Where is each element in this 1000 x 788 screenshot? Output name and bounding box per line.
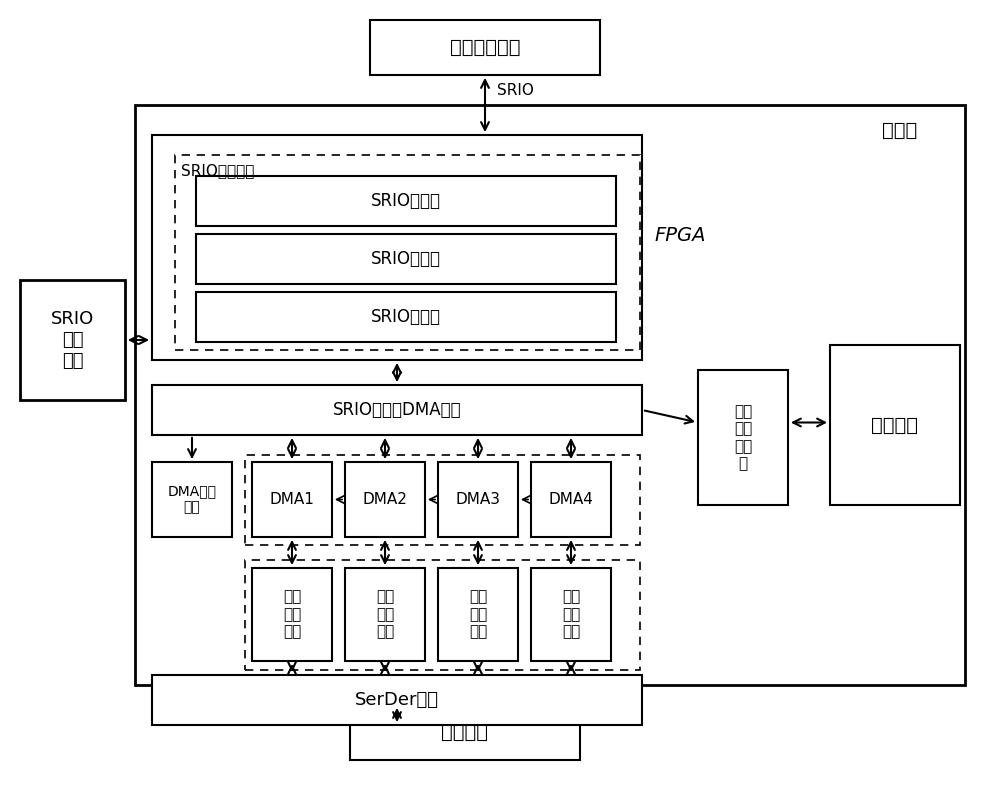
Bar [245, 560, 640, 670]
Bar [196, 234, 616, 284]
Bar [438, 462, 518, 537]
Bar [20, 280, 125, 400]
Text: DMA重置
模块: DMA重置 模块 [168, 485, 216, 515]
Text: SerDer模块: SerDer模块 [355, 691, 439, 709]
Bar [252, 568, 332, 661]
Text: 存储模块: 存储模块 [872, 415, 918, 434]
Text: 嵌入式处理器: 嵌入式处理器 [450, 38, 520, 57]
Bar [252, 462, 332, 537]
Text: DMA3: DMA3 [456, 492, 501, 507]
Text: 用户
加速
算法: 用户 加速 算法 [283, 589, 301, 639]
Text: SRIO: SRIO [497, 83, 534, 98]
Bar [830, 345, 960, 505]
Bar [531, 568, 611, 661]
Bar [196, 292, 616, 342]
Bar [152, 462, 232, 537]
Bar [531, 462, 611, 537]
Text: 用户
加速
算法: 用户 加速 算法 [562, 589, 580, 639]
Bar [152, 385, 642, 435]
Text: DMA4: DMA4 [549, 492, 593, 507]
Bar [698, 370, 788, 505]
Bar [350, 705, 580, 760]
Text: DMA2: DMA2 [363, 492, 407, 507]
Text: SRIO传输层: SRIO传输层 [371, 250, 441, 268]
Text: 用户
加速
算法: 用户 加速 算法 [469, 589, 487, 639]
Bar [196, 176, 616, 226]
Bar [345, 462, 425, 537]
Text: SRIO总线模块: SRIO总线模块 [181, 163, 254, 178]
Text: FPGA: FPGA [654, 225, 706, 244]
Text: 用户
加速
算法: 用户 加速 算法 [376, 589, 394, 639]
Bar [175, 155, 640, 350]
Bar [245, 455, 640, 545]
Text: 光纤模块: 光纤模块 [442, 723, 488, 742]
Bar [438, 568, 518, 661]
Bar [152, 135, 642, 360]
Text: SRIO逻辑层: SRIO逻辑层 [371, 308, 441, 326]
Bar [345, 568, 425, 661]
Bar [370, 20, 600, 75]
Text: SRIO物理层: SRIO物理层 [371, 192, 441, 210]
Text: SRIO
互联
设备: SRIO 互联 设备 [51, 310, 94, 370]
Text: 内存
控制
器模
块: 内存 控制 器模 块 [734, 404, 752, 471]
Bar [152, 675, 642, 725]
Text: SRIO多通道DMA接口: SRIO多通道DMA接口 [333, 401, 461, 419]
Text: 加速卡: 加速卡 [882, 121, 918, 139]
Text: DMA1: DMA1 [270, 492, 314, 507]
Bar [135, 105, 965, 685]
